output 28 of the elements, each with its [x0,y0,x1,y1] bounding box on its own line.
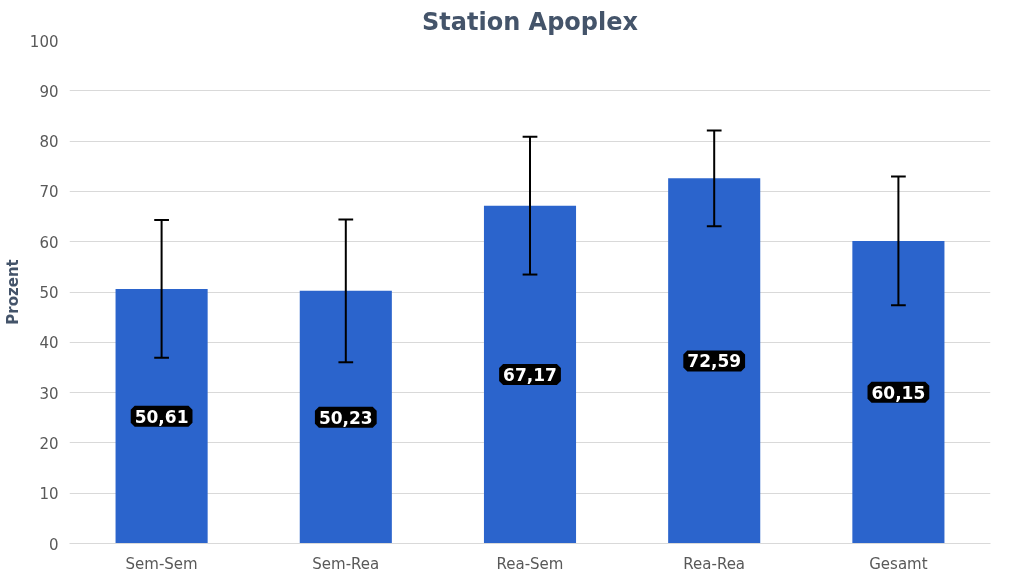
y-tick-label: 30 [39,384,59,403]
x-tick-label: Rea-Sem [496,554,564,573]
y-tick-label: 40 [39,334,59,353]
x-tick-label: Rea-Rea [683,554,746,573]
y-tick-label: 20 [39,434,59,453]
data-label: 50,23 [318,407,373,428]
y-tick-label: 50 [39,284,59,302]
bar [115,288,208,544]
y-tick-label: 100 [29,32,59,51]
y-axis-title: Prozent [3,259,22,325]
bar [668,178,761,544]
bar [852,240,945,544]
data-label: 72,59 [687,351,742,372]
y-tick-label: 10 [39,485,59,504]
chart-title: Station Apoplex [422,7,639,36]
y-tick-label: 90 [39,82,59,101]
y-tick-label: 70 [39,183,59,202]
y-tick-label: 60 [39,233,59,252]
bar [299,290,392,544]
y-tick-label: 0 [48,535,59,554]
y-tick-label: 80 [39,133,59,152]
data-label: 50,61 [134,406,189,427]
x-tick-label: Gesamt [869,554,928,573]
bar [483,205,577,544]
data-label: 60,15 [871,382,926,403]
x-tick-label: Sem-Rea [312,554,380,573]
x-tick-label: Sem-Sem [125,554,198,573]
data-label: 67,17 [503,365,557,386]
